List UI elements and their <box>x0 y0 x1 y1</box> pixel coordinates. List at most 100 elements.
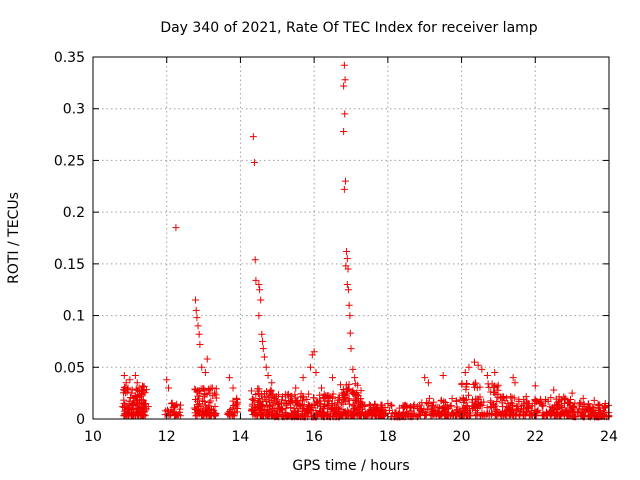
data-point <box>267 386 275 394</box>
data-point <box>278 411 286 419</box>
data-point <box>251 256 259 264</box>
data-point <box>324 392 332 400</box>
data-point <box>128 386 136 394</box>
data-point <box>249 133 257 141</box>
data-point <box>410 410 418 418</box>
data-point <box>173 411 181 419</box>
data-point <box>346 329 354 337</box>
data-point <box>516 408 524 416</box>
chart-title: Day 340 of 2021, Rate Of TEC Index for r… <box>160 20 537 36</box>
data-point <box>343 247 351 255</box>
data-point <box>499 403 507 411</box>
data-point <box>504 400 512 408</box>
data-point <box>316 399 324 407</box>
data-point <box>349 387 357 395</box>
data-point <box>359 401 367 409</box>
grid <box>93 57 609 419</box>
data-point <box>463 380 471 388</box>
data-point <box>261 406 269 414</box>
data-point <box>121 401 129 409</box>
data-point <box>546 410 554 418</box>
data-point <box>458 409 466 417</box>
data-point <box>601 399 609 407</box>
data-point <box>312 398 320 406</box>
data-point <box>133 379 141 387</box>
data-point <box>351 380 359 388</box>
data-point <box>485 383 493 391</box>
data-point <box>254 385 262 393</box>
data-point <box>285 397 293 405</box>
data-point <box>196 390 204 398</box>
data-point <box>302 407 310 415</box>
data-point <box>176 412 184 420</box>
data-point <box>341 110 349 118</box>
data-point <box>308 351 316 359</box>
data-point <box>194 322 202 330</box>
data-point <box>443 411 451 419</box>
data-point <box>255 281 263 289</box>
data-point <box>212 394 220 402</box>
data-point <box>531 382 539 390</box>
data-point <box>347 411 355 419</box>
data-point <box>465 391 473 399</box>
data-point <box>495 409 503 417</box>
data-point <box>496 394 504 402</box>
data-point <box>474 400 482 408</box>
y-tick-label: 0.2 <box>63 205 85 221</box>
data-point <box>538 411 546 419</box>
data-point <box>192 306 200 314</box>
x-tick-label: 12 <box>158 429 176 445</box>
data-point <box>478 365 486 373</box>
data-point <box>122 379 130 387</box>
data-point <box>568 389 576 397</box>
data-point <box>193 411 201 419</box>
x-tick-label: 16 <box>305 429 323 445</box>
data-point <box>399 412 407 420</box>
data-point <box>366 408 374 416</box>
data-point <box>590 396 598 404</box>
data-point <box>462 412 470 420</box>
data-point <box>201 368 209 376</box>
data-point <box>163 406 171 414</box>
data-point <box>329 390 337 398</box>
data-point <box>440 407 448 415</box>
data-point <box>470 358 478 366</box>
data-point <box>229 397 237 405</box>
data-point <box>353 391 361 399</box>
data-point <box>459 394 467 402</box>
data-point <box>318 384 326 392</box>
data-point <box>489 400 497 408</box>
y-tick-label: 0.25 <box>54 153 85 169</box>
data-point <box>329 374 337 382</box>
data-point <box>252 276 260 284</box>
data-point <box>464 402 472 410</box>
data-point <box>256 286 264 294</box>
data-point <box>165 384 173 392</box>
data-point <box>248 407 256 415</box>
data-point <box>229 384 237 392</box>
data-point <box>361 412 369 420</box>
data-point <box>561 394 569 402</box>
data-point <box>592 406 600 414</box>
data-point <box>276 405 284 413</box>
data-point <box>425 405 433 413</box>
data-point <box>531 396 539 404</box>
data-point <box>473 395 481 403</box>
data-point <box>291 408 299 416</box>
data-point <box>357 387 365 395</box>
data-point <box>452 397 460 405</box>
data-point <box>262 397 270 405</box>
data-point <box>194 406 202 414</box>
data-point <box>261 390 269 398</box>
data-point <box>195 330 203 338</box>
data-point <box>577 399 585 407</box>
data-point <box>126 376 134 384</box>
data-point <box>570 404 578 412</box>
data-point <box>193 314 201 322</box>
data-point <box>259 337 267 345</box>
data-point <box>349 365 357 373</box>
data-point <box>170 403 178 411</box>
data-point <box>345 395 353 403</box>
data-point <box>200 385 208 393</box>
data-point <box>126 393 134 401</box>
